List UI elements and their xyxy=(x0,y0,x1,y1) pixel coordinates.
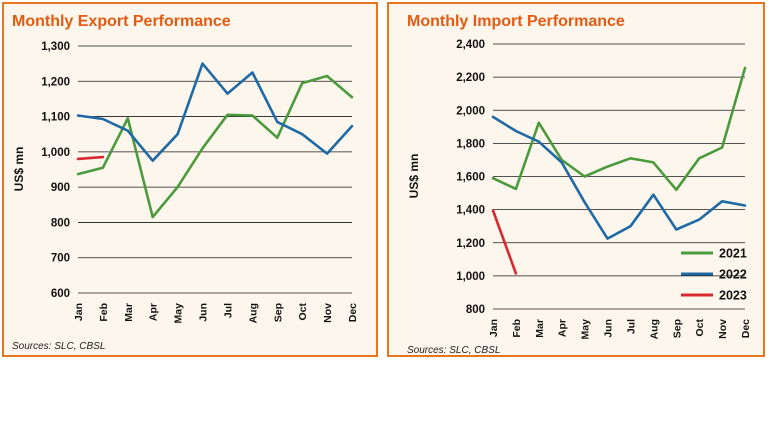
export-y-tick-label: 600 xyxy=(51,288,70,300)
export-chart-title: Monthly Export Performance xyxy=(12,13,231,30)
export-chart-panel: Monthly Export Performance 600 700 800 900 1,… xyxy=(2,2,378,357)
export-y-tick-label: 1,200 xyxy=(41,76,70,88)
export-x-tick-label: Aug xyxy=(247,303,259,323)
export-x-tick-label: Dec xyxy=(347,303,359,322)
import-source-note: Sources: SLC, CBSL xyxy=(407,345,500,356)
import-x-tick-label: Dec xyxy=(740,319,752,338)
import-series-2021-line xyxy=(491,66,747,192)
import-y-tick-label: 1,600 xyxy=(456,172,485,184)
import-y-tick-label: 1,400 xyxy=(456,205,485,217)
export-x-tick-label: May xyxy=(173,303,185,324)
export-series-2022-line xyxy=(76,62,354,162)
export-y-tick-label: 900 xyxy=(51,182,70,194)
export-series-2023-line xyxy=(76,155,105,161)
import-x-tick-label: Jun xyxy=(603,319,615,338)
export-x-tick-label: Feb xyxy=(98,303,110,322)
import-y-tick-label: 2,400 xyxy=(456,39,485,51)
import-series-2023-line xyxy=(491,209,518,275)
export-x-tick-label: Jan xyxy=(73,303,85,321)
export-chart: Monthly Export Performance 600 700 800 900 1,… xyxy=(12,13,359,352)
export-y-tick-label: 700 xyxy=(51,253,70,265)
import-x-tick-label: Oct xyxy=(694,319,706,337)
export-y-tick-label: 800 xyxy=(51,217,70,229)
import-chart-title: Monthly Import Performance xyxy=(407,13,625,30)
import-x-tick-label: Jul xyxy=(625,319,637,334)
import-y-tick-label: 2,200 xyxy=(456,72,485,84)
import-x-tick-label: Feb xyxy=(511,319,523,338)
import-y-tick-label: 1,800 xyxy=(456,138,485,150)
import-legend-label-2021: 2021 xyxy=(719,247,747,261)
import-legend-label-2022: 2022 xyxy=(719,268,747,282)
import-x-tick-label: Nov xyxy=(717,319,729,339)
import-y-tick-label: 2,000 xyxy=(456,105,485,117)
import-x-tick-label: Jan xyxy=(488,319,500,337)
import-series-2022-line xyxy=(491,115,747,240)
import-y-tick-label: 1,000 xyxy=(456,271,485,283)
export-x-tick-label: Mar xyxy=(123,303,135,322)
import-x-tick-label: Mar xyxy=(534,319,546,338)
export-x-tick-label: Apr xyxy=(148,303,160,321)
export-x-tick-label: Jul xyxy=(222,303,234,318)
import-x-tick-label: Apr xyxy=(557,319,569,337)
export-source-note: Sources: SLC, CBSL xyxy=(12,341,105,352)
export-y-axis-label: US$ mn xyxy=(12,147,26,192)
export-y-tick-label: 1,100 xyxy=(41,112,70,124)
import-y-tick-label: 1,200 xyxy=(456,238,485,250)
import-x-tick-label: Sep xyxy=(671,319,683,338)
export-x-tick-label: Nov xyxy=(322,303,334,323)
import-chart-panel: Monthly Import Performance 800 1,000 1,200 1… xyxy=(387,2,765,357)
export-x-tick-label: Jun xyxy=(198,303,210,322)
import-y-tick-label: 800 xyxy=(466,304,485,316)
import-chart: Monthly Import Performance 800 1,000 1,200 1… xyxy=(407,13,752,356)
export-x-tick-label: Sep xyxy=(272,303,284,322)
export-x-tick-label: Oct xyxy=(297,303,309,321)
import-x-tick-label: Aug xyxy=(648,319,660,339)
import-x-tick-label: May xyxy=(580,319,592,340)
export-y-tick-label: 1,000 xyxy=(41,147,70,159)
import-legend-label-2023: 2023 xyxy=(719,289,747,303)
export-y-tick-label: 1,300 xyxy=(41,41,70,53)
export-series-2021-line xyxy=(76,74,354,219)
import-y-axis-label: US$ mn xyxy=(407,154,421,199)
